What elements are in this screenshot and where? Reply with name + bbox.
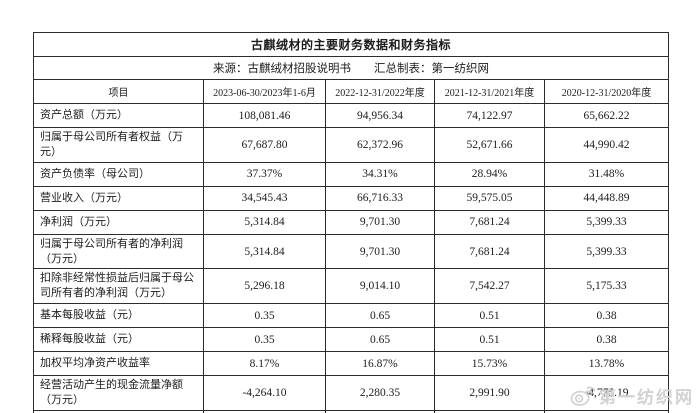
value-cell: 28.94% xyxy=(434,161,545,187)
row-label: 归属于母公司所有者的净利润（万元） xyxy=(33,233,204,270)
row-label: 经营活动产生的现金流量净额（万元） xyxy=(33,375,204,411)
table-row: 扣除非经常性损益后归属于母公司所有者的净利润（万元） 5,296.18 9,014.… xyxy=(33,268,670,305)
row-label: 加权平均净资产收益率 xyxy=(33,351,204,377)
column-header-period-2023: 2023-06-30/2023年1-6月 xyxy=(203,79,326,104)
column-header-period-2021: 2021-12-31/2021年度 xyxy=(434,79,545,104)
watermark-text: 第一纺织网 xyxy=(599,388,694,407)
value-cell: -4,264.10 xyxy=(203,375,326,411)
table-row: 资产负债率（母公司） 37.37% 34.31% 28.94% 31.48% xyxy=(33,161,670,187)
weibo-eye-icon xyxy=(569,385,595,407)
value-cell: -4,775.19 xyxy=(543,375,670,411)
row-label: 基本每股收益（元） xyxy=(33,303,204,329)
value-cell: 94,956.34 xyxy=(325,103,435,128)
value-cell: 0.35 xyxy=(203,327,326,353)
table-header-row: 项目 2023-06-30/2023年1-6月 2022-12-31/2022年… xyxy=(33,79,670,104)
table-row: 资产总额（万元） 108,081.46 94,956.34 74,122.97 65,6… xyxy=(33,103,670,128)
table-source: 来源：古麒绒材招股说明书 汇总制表：第一纺织网 xyxy=(32,56,670,80)
value-cell: 34,545.43 xyxy=(203,185,326,211)
row-label: 净利润（万元） xyxy=(33,209,204,235)
row-label: 资产负债率（母公司） xyxy=(33,161,204,187)
table-title-row: 古麒绒材的主要财务数据和财务指标 xyxy=(32,32,670,57)
financial-table: 古麒绒材的主要财务数据和财务指标 来源：古麒绒材招股说明书 汇总制表：第一纺织网… xyxy=(32,32,670,413)
value-cell: 34.31% xyxy=(325,161,435,187)
value-cell: 9,014.10 xyxy=(325,268,435,305)
table-body: 资产总额（万元） 108,081.46 94,956.34 74,122.97 65,6… xyxy=(33,103,670,413)
value-cell: 67,687.80 xyxy=(203,127,326,163)
value-cell: 7,681.24 xyxy=(434,233,545,270)
table-row: 加权平均净资产收益率 8.17% 16.87% 15.73% 13.78% xyxy=(33,351,670,377)
value-cell: 44,448.89 xyxy=(543,185,670,211)
value-cell: 62,372.96 xyxy=(325,127,435,163)
value-cell: 0.38 xyxy=(543,327,670,353)
value-cell: 9,701.30 xyxy=(325,209,435,235)
value-cell: 2,991.90 xyxy=(434,375,545,411)
value-cell: 2,280.35 xyxy=(325,375,435,411)
table-row: 经营活动产生的现金流量净额（万元） -4,264.10 2,280.35 2,991.… xyxy=(33,375,670,411)
value-cell: 0.51 xyxy=(434,327,545,353)
value-cell: 66,716.33 xyxy=(325,185,435,211)
row-label: 扣除非经常性损益后归属于母公司所有者的净利润（万元） xyxy=(33,268,204,305)
watermark: 第一纺织网 xyxy=(569,383,694,408)
value-cell: 65,662.22 xyxy=(543,103,670,128)
value-cell: - xyxy=(543,409,670,413)
value-cell: 8.17% xyxy=(203,351,326,377)
value-cell: 13.78% xyxy=(543,351,670,377)
value-cell: 44,990.42 xyxy=(543,127,670,163)
table-row: 基本每股收益（元） 0.35 0.65 0.51 0.38 xyxy=(33,303,670,329)
table-title: 古麒绒材的主要财务数据和财务指标 xyxy=(32,32,670,57)
table-row: 稀释每股收益（元） 0.35 0.65 0.51 0.38 xyxy=(33,327,670,353)
column-header-item: 项目 xyxy=(33,79,204,104)
value-cell: 108,081.46 xyxy=(203,103,326,128)
table-row: 归属于母公司所有者权益（万元） 67,687.80 62,372.96 52,671.… xyxy=(33,127,670,163)
value-cell: 52,671.66 xyxy=(434,127,545,163)
value-cell: 0.35 xyxy=(203,303,326,329)
value-cell: 37.37% xyxy=(203,161,326,187)
value-cell: 5,399.33 xyxy=(543,209,670,235)
value-cell: 16.87% xyxy=(325,351,435,377)
value-cell: 5,399.33 xyxy=(543,233,670,270)
row-label: 营业收入（万元） xyxy=(33,185,204,211)
column-header-period-2020: 2020-12-31/2020年度 xyxy=(543,79,670,104)
table-source-row: 来源：古麒绒材招股说明书 汇总制表：第一纺织网 xyxy=(32,56,670,80)
value-cell: 7,681.24 xyxy=(434,209,545,235)
value-cell: 31.48% xyxy=(543,161,670,187)
value-cell: 5,314.84 xyxy=(203,209,326,235)
row-label: 归属于母公司所有者权益（万元） xyxy=(33,127,204,163)
value-cell: 59,575.05 xyxy=(434,185,545,211)
value-cell: 15.73% xyxy=(434,351,545,377)
value-cell: 0.51 xyxy=(434,303,545,329)
value-cell: 7,542.27 xyxy=(434,268,545,305)
value-cell: 5,296.18 xyxy=(203,268,326,305)
value-cell: 5,175.33 xyxy=(543,268,670,305)
value-cell: 9,701.30 xyxy=(325,233,435,270)
row-label: 资产总额（万元） xyxy=(33,103,204,128)
table-row: 归属于母公司所有者的净利润（万元） 5,314.84 9,701.30 7,681.2… xyxy=(33,233,670,270)
column-header-period-2022: 2022-12-31/2022年度 xyxy=(325,79,435,104)
table-row: 净利润（万元） 5,314.84 9,701.30 7,681.24 5,399.33 xyxy=(33,209,670,235)
table-row: 现金分红（万元）---- xyxy=(33,409,670,413)
value-cell: 0.65 xyxy=(325,303,435,329)
row-label: 稀释每股收益（元） xyxy=(33,327,204,353)
value-cell: 74,122.97 xyxy=(434,103,545,128)
value-cell: 0.65 xyxy=(325,327,435,353)
value-cell: 5,314.84 xyxy=(203,233,326,270)
value-cell: 0.38 xyxy=(543,303,670,329)
table-row: 营业收入（万元） 34,545.43 66,716.33 59,575.05 44,44… xyxy=(33,185,670,211)
